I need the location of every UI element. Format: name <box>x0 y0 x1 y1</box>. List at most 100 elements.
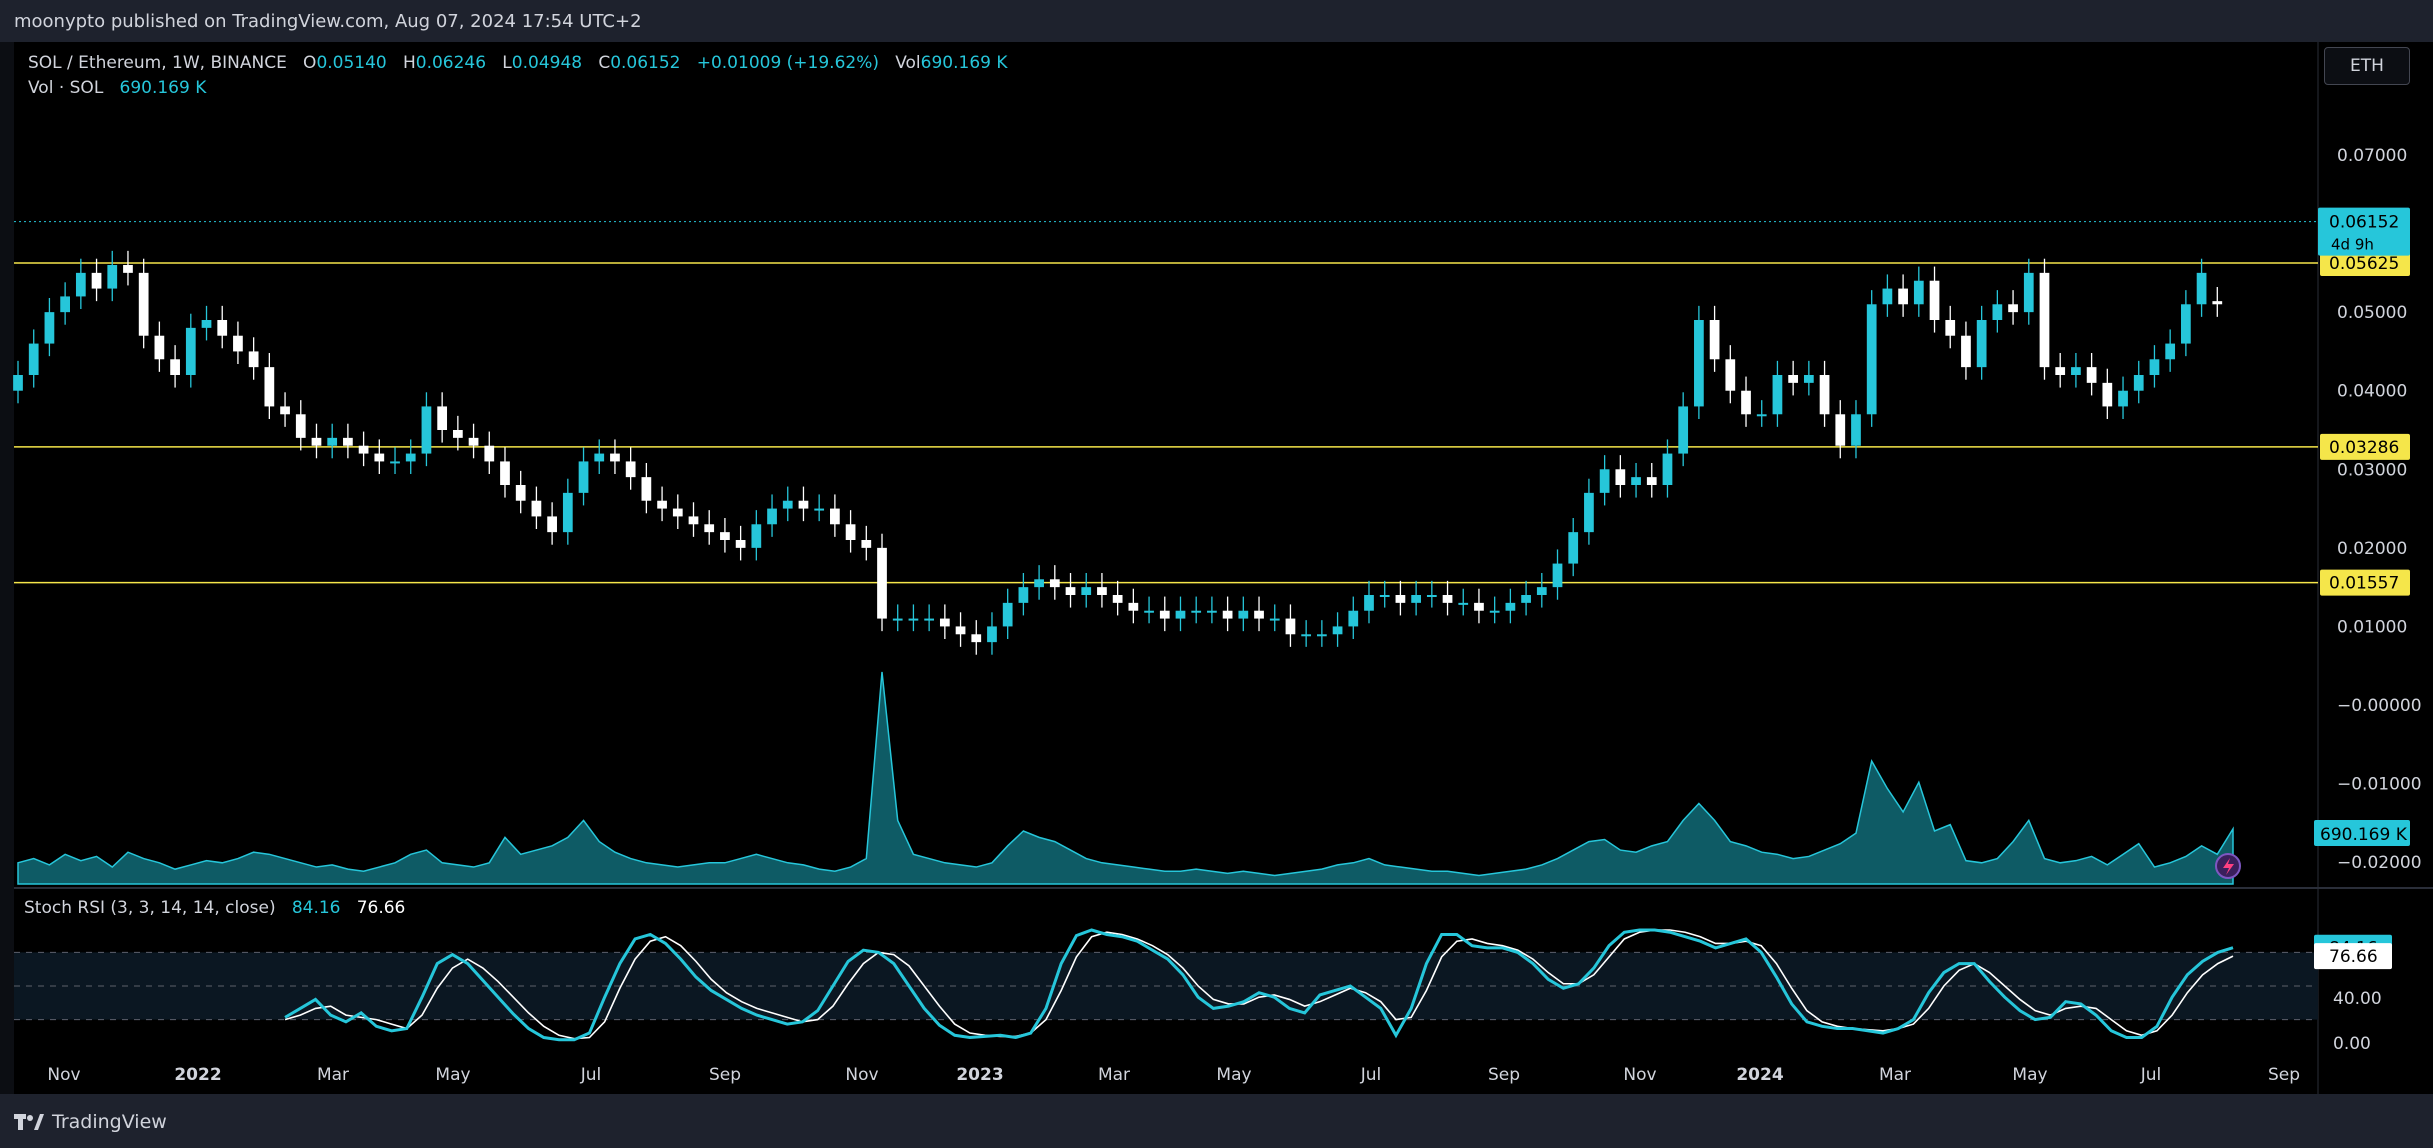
candle <box>1552 549 1563 600</box>
volume-badge-label: 690.169 K <box>2320 825 2408 845</box>
candle-body <box>1207 610 1217 613</box>
candle <box>437 392 448 443</box>
candle <box>1725 345 1736 404</box>
price-tick-label: 0.02000 <box>2337 539 2407 559</box>
time-tick-label: Sep <box>709 1065 741 1085</box>
time-tick-label: Mar <box>1098 1065 1130 1085</box>
candle-body <box>2149 359 2160 375</box>
candle-body <box>28 343 39 375</box>
candle-body <box>1552 563 1563 588</box>
published-info: moonypto published on TradingView.com, A… <box>14 11 642 32</box>
candle <box>1097 573 1107 608</box>
close-value: 0.06152 <box>610 53 681 73</box>
stoch-legend: Stoch RSI (3, 3, 14, 14, close) 84.16 76… <box>24 898 405 918</box>
candle <box>1631 463 1641 498</box>
candle-body <box>2165 343 2176 360</box>
candle <box>1175 596 1186 632</box>
candle-body <box>437 406 448 430</box>
candle-body <box>2086 367 2097 383</box>
candle-body <box>421 406 432 454</box>
candle <box>107 250 118 302</box>
candle <box>547 502 557 545</box>
currency-button[interactable]: ETH <box>2324 47 2410 85</box>
stoch-rsi-pane <box>14 928 2318 1042</box>
tradingview-logo-icon <box>14 1114 44 1130</box>
candle <box>924 604 935 632</box>
candle-body <box>75 272 86 297</box>
candle <box>1207 596 1217 624</box>
countdown-label: 4d 9h <box>2331 236 2374 254</box>
stoch-d-badge-label: 76.66 <box>2329 947 2378 967</box>
candle-body <box>1662 453 1673 485</box>
candle-body <box>1332 626 1343 635</box>
candle-body <box>1599 469 1610 493</box>
candle <box>1615 455 1626 498</box>
candle-body <box>358 445 369 454</box>
candle <box>1992 290 2003 333</box>
price-tick-label: 0.07000 <box>2337 146 2407 166</box>
candle <box>1788 360 1799 396</box>
candle <box>1882 274 1893 317</box>
candle-body <box>782 500 793 509</box>
candle-body <box>248 351 259 368</box>
candle <box>201 305 212 341</box>
candle <box>44 298 55 357</box>
candle-body <box>1348 610 1359 627</box>
price-tick-label: 0.04000 <box>2337 382 2407 402</box>
stoch-tick-label: 0.00 <box>2333 1034 2371 1054</box>
candle-body <box>1081 587 1092 595</box>
candle <box>2039 258 2050 380</box>
candle <box>1254 596 1264 632</box>
candle <box>154 321 165 372</box>
candle <box>1301 620 1312 647</box>
candle <box>877 533 887 632</box>
candle <box>405 439 416 474</box>
candle-body <box>2118 390 2128 407</box>
candle <box>1364 580 1374 624</box>
candle-body <box>1992 304 2003 320</box>
candle <box>500 447 510 498</box>
candle <box>1049 565 1060 600</box>
time-tick-label: May <box>435 1065 470 1085</box>
candle-body <box>1741 390 1751 415</box>
level-badge <box>2320 569 2410 596</box>
time-tick-label: Jul <box>2140 1065 2162 1085</box>
stoch-legend-label: Stoch RSI (3, 3, 14, 14, close) <box>24 898 276 918</box>
candle-body <box>1646 477 1657 485</box>
time-tick-label: May <box>1216 1065 1251 1085</box>
candle-body <box>2071 367 2081 375</box>
candle-body <box>720 532 730 540</box>
grid <box>14 42 2433 1094</box>
chart-panel[interactable] <box>14 42 2433 1094</box>
stoch-d-line <box>284 929 2234 1040</box>
candle <box>248 337 259 380</box>
candle <box>1741 376 1751 427</box>
candle <box>767 494 777 537</box>
candle <box>1756 400 1767 427</box>
price-tick-label: −0.02000 <box>2337 853 2422 873</box>
candle-body <box>264 367 275 407</box>
price-tick-label: −0.00000 <box>2337 696 2422 716</box>
symbol-title: SOL / Ethereum, 1W, BINANCE <box>28 53 287 73</box>
candle <box>327 423 338 459</box>
price-tick-label: −0.01000 <box>2337 775 2422 795</box>
candle <box>1348 596 1359 639</box>
time-tick-label: Nov <box>845 1065 878 1085</box>
candle-body <box>170 359 180 375</box>
candle <box>830 494 840 537</box>
price-tick-label: 0.03000 <box>2337 460 2407 480</box>
candle <box>2023 258 2034 325</box>
candle <box>1976 305 1987 380</box>
candle-body <box>1364 595 1374 611</box>
candle-body <box>877 547 887 619</box>
price-tick-label: 0.05000 <box>2337 303 2407 323</box>
candle <box>672 494 683 529</box>
candle-body <box>1395 595 1406 603</box>
level-badge-label: 0.01557 <box>2329 574 2399 594</box>
tradingview-brand[interactable]: TradingView <box>14 1111 167 1133</box>
candle <box>1945 305 1956 349</box>
candle <box>452 415 463 451</box>
candle-body <box>1584 492 1594 533</box>
candle <box>1222 596 1233 632</box>
